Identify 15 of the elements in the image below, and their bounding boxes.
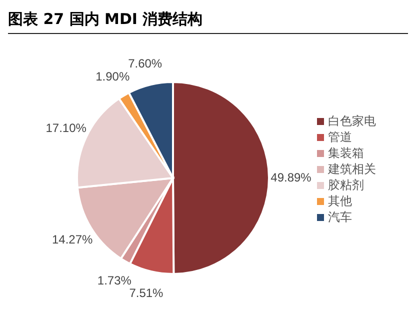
- data-label: 7.60%: [128, 56, 162, 70]
- chart-title: 图表 27 国内 MDI 消费结构: [8, 8, 408, 34]
- legend-label: 集装箱: [328, 146, 364, 160]
- data-label: 1.90%: [96, 70, 130, 84]
- legend-label: 管道: [328, 130, 352, 144]
- data-label: 1.73%: [97, 273, 132, 288]
- legend-label: 其他: [328, 194, 352, 208]
- legend-label: 胶粘剂: [328, 178, 364, 192]
- data-label: 7.51%: [129, 286, 164, 300]
- data-label: 14.27%: [52, 232, 94, 247]
- data-label: 17.10%: [46, 121, 87, 136]
- legend-label: 白色家电: [328, 114, 376, 128]
- legend-label: 汽车: [328, 210, 352, 224]
- legend-label: 建筑相关: [328, 162, 376, 176]
- data-label: 49.89%: [270, 170, 312, 185]
